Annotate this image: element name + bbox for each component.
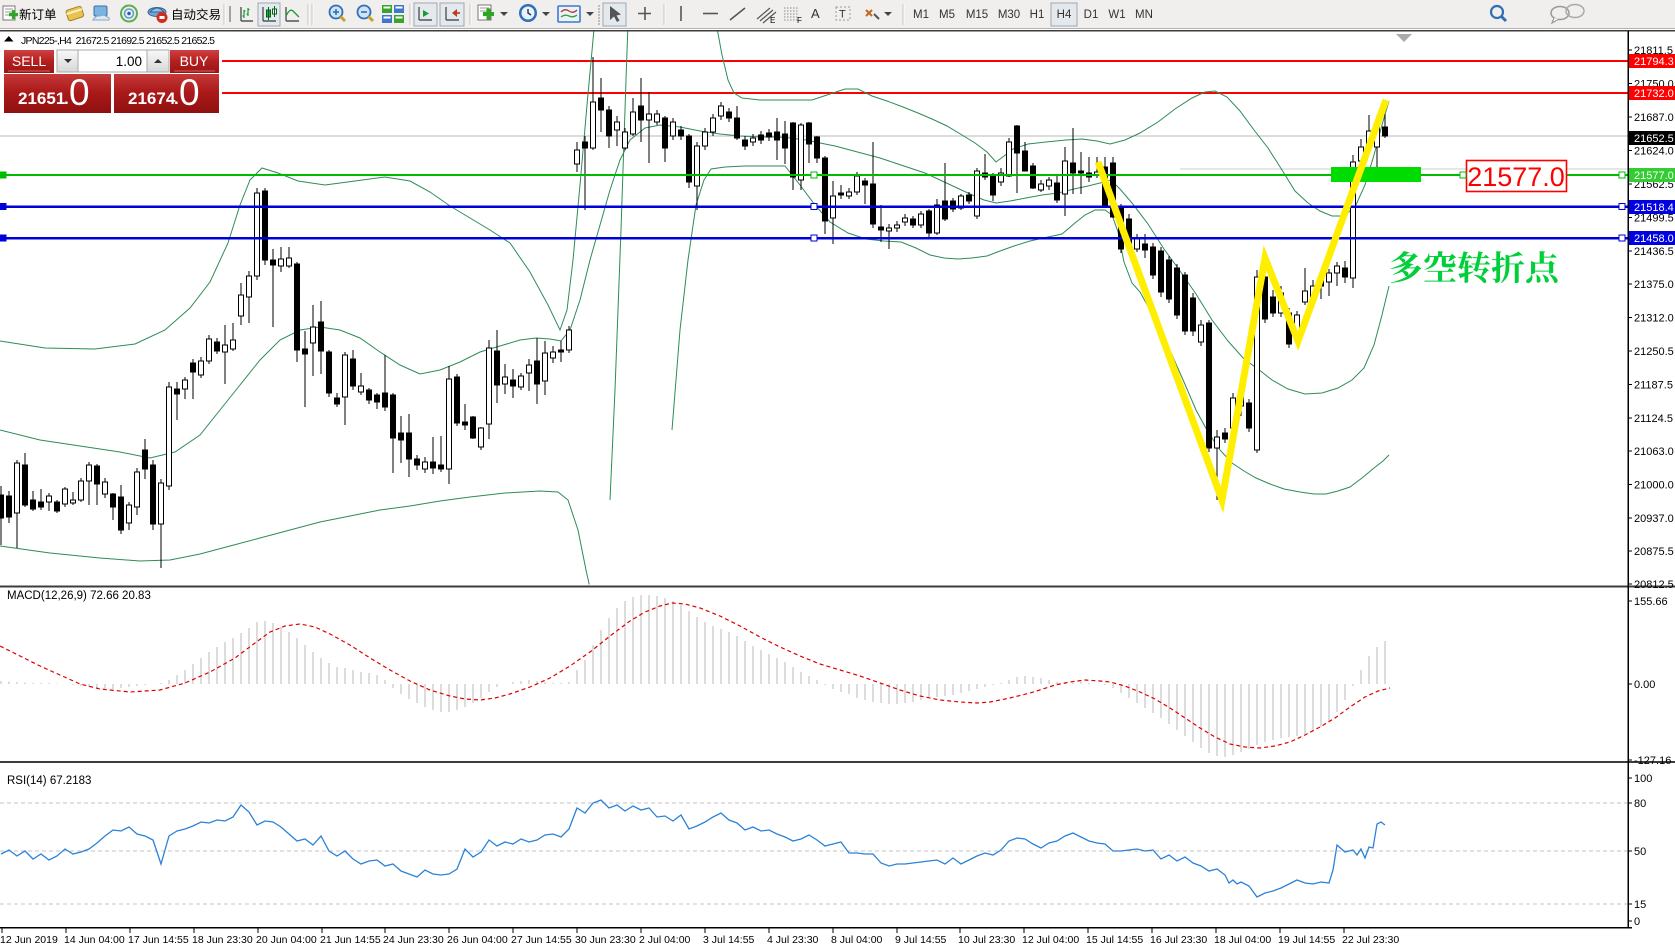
svg-text:21187.5: 21187.5: [1634, 380, 1673, 392]
svg-text:100: 100: [1634, 773, 1652, 785]
svg-text:21124.5: 21124.5: [1634, 413, 1673, 425]
svg-text:21794.3: 21794.3: [1634, 56, 1674, 68]
svg-text:-127.16: -127.16: [1634, 755, 1671, 767]
svg-text:21652.5: 21652.5: [1634, 133, 1674, 145]
svg-text:1.00: 1.00: [116, 54, 142, 69]
svg-text:21375.0: 21375.0: [1634, 279, 1674, 291]
svg-text:155.66: 155.66: [1634, 596, 1668, 608]
svg-text:80: 80: [1634, 798, 1646, 810]
svg-text:20812.5: 20812.5: [1634, 579, 1674, 591]
svg-text:9 Jul 14:55: 9 Jul 14:55: [895, 934, 947, 946]
svg-text:22 Jul 23:30: 22 Jul 23:30: [1342, 934, 1399, 946]
svg-text:M30: M30: [998, 9, 1020, 21]
svg-text:0: 0: [69, 72, 90, 113]
svg-text:H1: H1: [1030, 9, 1045, 21]
svg-text:D1: D1: [1084, 9, 1099, 21]
svg-text:21577.0: 21577.0: [1467, 162, 1565, 192]
svg-text:21732.0: 21732.0: [1634, 88, 1674, 100]
svg-text:H4: H4: [1057, 9, 1072, 21]
svg-text:F: F: [797, 16, 802, 25]
svg-text:M5: M5: [939, 9, 955, 21]
svg-text:30 Jun 23:30: 30 Jun 23:30: [575, 934, 636, 946]
svg-text:19 Jul 14:55: 19 Jul 14:55: [1278, 934, 1335, 946]
svg-text:21687.0: 21687.0: [1634, 112, 1674, 124]
svg-text:50: 50: [1634, 846, 1646, 858]
svg-text:24 Jun 23:30: 24 Jun 23:30: [383, 934, 444, 946]
svg-text:3 Jul 14:55: 3 Jul 14:55: [703, 934, 755, 946]
svg-text:14 Jun 04:00: 14 Jun 04:00: [64, 934, 125, 946]
svg-text:MN: MN: [1135, 9, 1153, 21]
svg-text:15 Jul 14:55: 15 Jul 14:55: [1086, 934, 1143, 946]
svg-text:BUY: BUY: [180, 53, 209, 69]
svg-text:.: .: [64, 89, 69, 108]
svg-text:0.00: 0.00: [1634, 679, 1655, 691]
svg-text:21499.5: 21499.5: [1634, 213, 1674, 225]
svg-text:12 Jun 2019: 12 Jun 2019: [0, 934, 58, 946]
svg-text:27 Jun 14:55: 27 Jun 14:55: [511, 934, 572, 946]
svg-text:20875.5: 20875.5: [1634, 546, 1674, 558]
svg-text:18 Jul 04:00: 18 Jul 04:00: [1214, 934, 1271, 946]
svg-text:E: E: [770, 16, 775, 25]
svg-text:12 Jul 04:00: 12 Jul 04:00: [1022, 934, 1079, 946]
svg-text:RSI(14) 67.2183: RSI(14) 67.2183: [7, 775, 91, 787]
svg-text:10 Jul 23:30: 10 Jul 23:30: [958, 934, 1015, 946]
svg-text:SELL: SELL: [12, 53, 46, 69]
svg-text:15: 15: [1634, 899, 1646, 911]
svg-text:M15: M15: [966, 9, 988, 21]
svg-text:21000.0: 21000.0: [1634, 480, 1674, 492]
svg-text:16 Jul 23:30: 16 Jul 23:30: [1150, 934, 1207, 946]
svg-text:.: .: [174, 89, 179, 108]
svg-text:21674: 21674: [128, 89, 176, 108]
svg-text:21518.4: 21518.4: [1634, 202, 1674, 214]
svg-text:21250.5: 21250.5: [1634, 346, 1674, 358]
svg-text:21312.0: 21312.0: [1634, 313, 1674, 325]
svg-text:JPN225-,H4 21672.5 21692.5 21: JPN225-,H4 21672.5 21692.5 21652.5 21652…: [21, 35, 215, 47]
svg-text:8 Jul 04:00: 8 Jul 04:00: [831, 934, 883, 946]
svg-text:17 Jun 14:55: 17 Jun 14:55: [128, 934, 189, 946]
svg-text:21577.0: 21577.0: [1634, 170, 1674, 182]
svg-text:26 Jun 04:00: 26 Jun 04:00: [447, 934, 508, 946]
svg-text:21651: 21651: [18, 89, 65, 108]
svg-text:2 Jul 04:00: 2 Jul 04:00: [639, 934, 691, 946]
svg-text:0: 0: [1634, 916, 1640, 928]
svg-text:MACD(12,26,9) 72.66 20.83: MACD(12,26,9) 72.66 20.83: [7, 590, 151, 602]
svg-text:W1: W1: [1108, 9, 1125, 21]
svg-text:4 Jul 23:30: 4 Jul 23:30: [767, 934, 819, 946]
svg-text:21624.0: 21624.0: [1634, 146, 1674, 158]
svg-text:18 Jun 23:30: 18 Jun 23:30: [192, 934, 253, 946]
svg-text:21 Jun 14:55: 21 Jun 14:55: [320, 934, 381, 946]
svg-text:21436.5: 21436.5: [1634, 246, 1674, 258]
svg-text:0: 0: [179, 72, 200, 113]
svg-text:20 Jun 04:00: 20 Jun 04:00: [256, 934, 317, 946]
svg-text:A: A: [811, 6, 820, 21]
svg-text:21063.0: 21063.0: [1634, 446, 1674, 458]
svg-text:T: T: [839, 9, 846, 21]
svg-text:20937.0: 20937.0: [1634, 513, 1674, 525]
svg-text:M1: M1: [913, 9, 929, 21]
svg-text:21458.0: 21458.0: [1634, 233, 1674, 245]
